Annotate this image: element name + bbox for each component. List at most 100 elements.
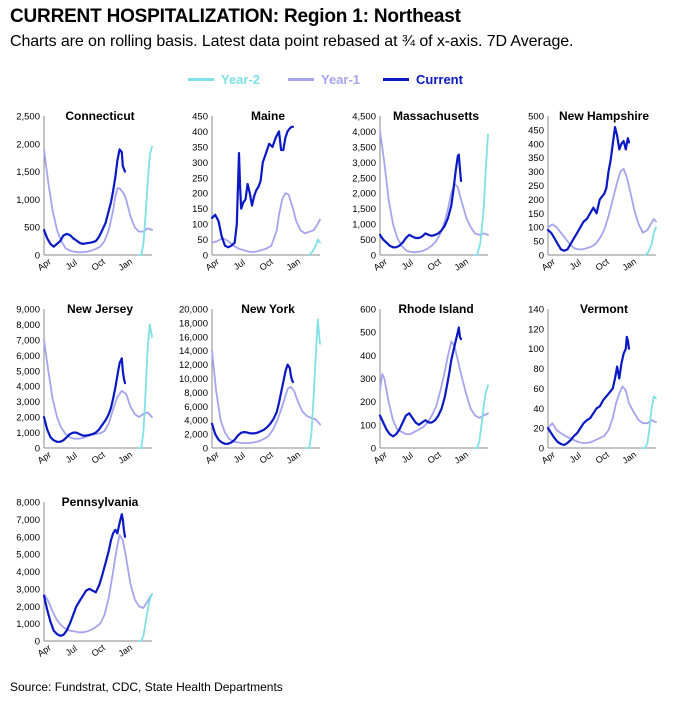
series-line-current: [378, 153, 463, 249]
series-line-year-2: [644, 226, 657, 256]
series-line-year-1: [43, 339, 153, 440]
x-tick-label: Oct: [426, 449, 444, 466]
y-tick-label: 20,000: [179, 305, 208, 316]
y-tick-label: 2,500: [352, 173, 376, 184]
y-tick-label: 200: [528, 195, 544, 206]
series-line-year-2: [308, 238, 321, 256]
chart-new-york: 0 2,000 4,000 6,000 8,000 10,000 12,000 14,000 1…: [179, 302, 321, 466]
x-tick-label: Jan: [116, 256, 134, 273]
x-tick-label: Jul: [232, 450, 247, 465]
series-line-year-1: [43, 148, 153, 254]
y-tick-label: 500: [360, 328, 376, 339]
series-line-year-1: [211, 349, 321, 445]
y-tick-label: 18,000: [179, 318, 208, 329]
y-tick-label: 1,000: [352, 220, 376, 231]
y-tick-label: 500: [24, 223, 40, 234]
x-tick-label: Oct: [90, 449, 108, 466]
y-tick-label: 80: [533, 364, 544, 375]
y-tick-label: 5,000: [16, 366, 40, 377]
chart-title: Connecticut: [65, 109, 134, 123]
x-tick-label: Jul: [400, 450, 415, 465]
y-tick-label: 0: [539, 444, 544, 455]
y-tick-label: 6,000: [16, 532, 40, 543]
y-tick-label: 200: [360, 397, 376, 408]
x-tick-label: Jul: [64, 450, 79, 465]
y-tick-label: 100: [528, 223, 544, 234]
x-tick-label: Jan: [284, 449, 302, 466]
y-tick-label: 400: [528, 139, 544, 150]
y-tick-label: 0: [203, 444, 208, 455]
series-line-current: [378, 326, 463, 438]
y-tick-label: 1,000: [16, 195, 40, 206]
y-tick-label: 50: [197, 235, 208, 246]
y-tick-label: 4,500: [352, 112, 376, 123]
x-tick-label: Oct: [258, 256, 276, 273]
y-tick-label: 300: [528, 167, 544, 178]
series-line-current: [210, 363, 295, 445]
y-tick-label: 2,000: [352, 189, 376, 200]
series-line-year-1: [379, 340, 489, 436]
chart-title: New Hampshire: [559, 109, 649, 123]
x-tick-label: Oct: [258, 449, 276, 466]
y-tick-label: 10,000: [179, 374, 208, 385]
chart-title: Massachusetts: [393, 109, 479, 123]
y-tick-label: 16,000: [179, 332, 208, 343]
x-tick-label: Jan: [284, 256, 302, 273]
series-line-year-2: [642, 395, 657, 449]
x-tick-label: Jan: [116, 449, 134, 466]
y-tick-label: 600: [360, 305, 376, 316]
y-tick-label: 450: [528, 125, 544, 136]
y-tick-label: 7,000: [16, 335, 40, 346]
series-line-year-2: [474, 384, 489, 449]
y-tick-label: 20: [533, 424, 544, 435]
chart-massachusetts: 0 500 1,000 1,500 2,000 2,500 3,000 3,500 4,000 4…: [352, 109, 489, 273]
y-tick-label: 140: [528, 305, 544, 316]
y-tick-label: 3,000: [16, 584, 40, 595]
series-line-year-2: [138, 323, 153, 449]
series-line-current: [546, 335, 631, 447]
x-tick-label: Jul: [400, 257, 415, 272]
series-line-current: [546, 126, 631, 252]
y-tick-label: 350: [528, 153, 544, 164]
y-tick-label: 2,500: [16, 112, 40, 123]
y-tick-label: 1,000: [16, 428, 40, 439]
series-line-current: [210, 125, 295, 249]
legend-label-year-1: Year-1: [321, 72, 361, 87]
y-tick-label: 0: [35, 444, 40, 455]
y-tick-label: 2,000: [16, 413, 40, 424]
chart-title: Vermont: [580, 302, 628, 316]
x-tick-label: Jan: [116, 642, 134, 659]
legend-item-year-1: Year-1: [288, 72, 360, 87]
y-tick-label: 0: [203, 251, 208, 262]
y-tick-label: 1,500: [16, 167, 40, 178]
y-tick-label: 250: [528, 181, 544, 192]
y-tick-label: 4,000: [16, 382, 40, 393]
y-tick-label: 300: [360, 374, 376, 385]
legend-item-year-2: Year-2: [188, 72, 260, 87]
chart-legend: Year-2 Year-1 Current: [188, 72, 488, 90]
y-tick-label: 300: [192, 158, 208, 169]
chart-title: Rhode Island: [398, 302, 473, 316]
y-tick-label: 2,000: [16, 602, 40, 613]
chart-title: Pennsylvania: [62, 495, 139, 509]
y-tick-label: 8,000: [16, 320, 40, 331]
x-tick-label: Jul: [64, 643, 79, 658]
series-line-year-1: [547, 167, 657, 251]
chart-title: New York: [241, 302, 295, 316]
y-tick-label: 250: [192, 173, 208, 184]
y-tick-label: 5,000: [16, 550, 40, 561]
x-tick-label: Jan: [452, 256, 470, 273]
y-tick-label: 4,000: [184, 416, 208, 427]
y-tick-label: 500: [360, 235, 376, 246]
series-line-year-1: [211, 192, 321, 253]
y-tick-label: 1,000: [16, 619, 40, 630]
series-line-year-2: [138, 145, 153, 256]
x-tick-label: Jul: [64, 257, 79, 272]
y-tick-label: 2,000: [16, 139, 40, 150]
y-tick-label: 3,500: [352, 142, 376, 153]
y-tick-label: 0: [539, 251, 544, 262]
